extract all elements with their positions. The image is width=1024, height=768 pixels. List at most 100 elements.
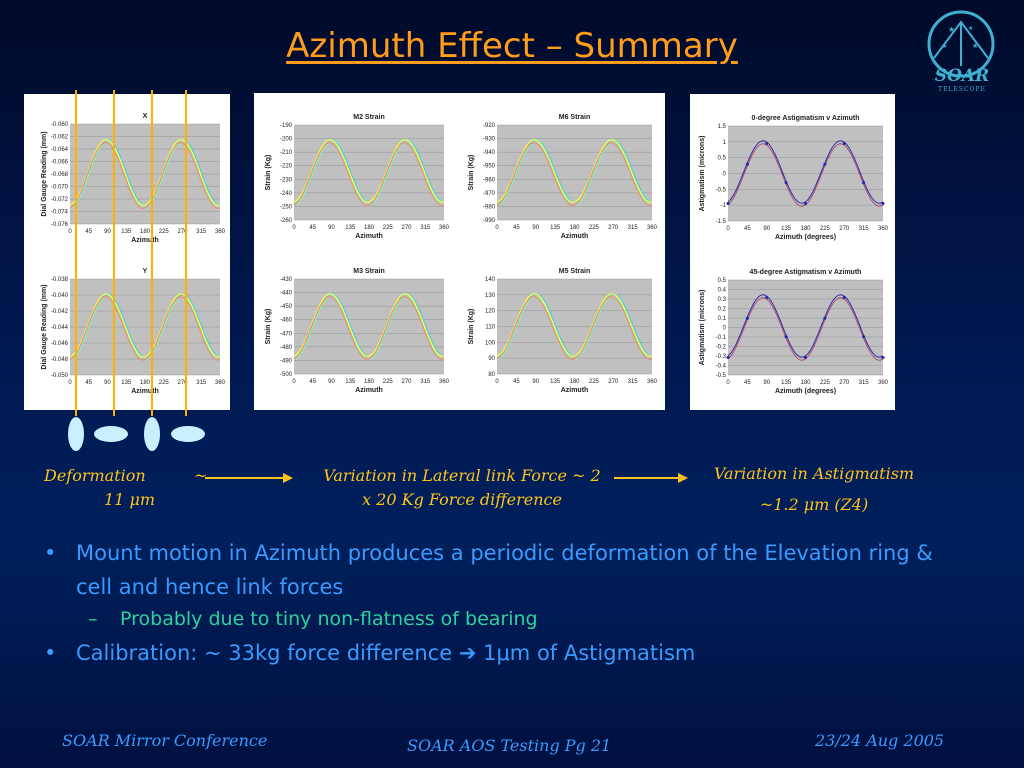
x-tick-label: 270 (839, 380, 850, 386)
y-tick-label: -260 (280, 218, 293, 224)
y-tick-label: -0.042 (51, 309, 69, 315)
slide-title: Azimuth Effect – Summary (286, 26, 738, 66)
data-point (862, 181, 866, 185)
y-tick-label: -230 (280, 177, 293, 183)
x-tick-label: 90 (763, 380, 770, 386)
y-tick-label: -0.072 (51, 197, 69, 203)
x-tick-label: 315 (859, 226, 870, 232)
y-tick-label: -440 (280, 291, 293, 297)
y-tick-label: -0.4 (716, 364, 727, 370)
y-tick-label: -0.066 (51, 160, 69, 166)
y-tick-label: -200 (280, 137, 293, 143)
x-tick-label: 45 (309, 379, 316, 385)
x-tick-label: 0 (68, 229, 72, 235)
data-point (745, 162, 749, 166)
svg-text:★: ★ (948, 25, 955, 34)
x-tick-label: 180 (364, 379, 375, 385)
plot-area (294, 125, 444, 220)
y-tick-label: -240 (280, 191, 293, 197)
data-series-line (496, 293, 652, 357)
y-tick-label: -1 (721, 203, 727, 209)
y-tick-label: -0.070 (51, 185, 69, 191)
data-point (784, 181, 788, 185)
data-series-line (69, 296, 221, 361)
data-point (842, 296, 846, 300)
data-series-line (293, 142, 445, 206)
x-tick-label: 45 (309, 225, 316, 231)
y-tick-label: 0.3 (718, 297, 727, 303)
svg-text:★: ★ (972, 42, 978, 50)
x-tick-label: 90 (328, 225, 335, 231)
x-tick-label: 225 (383, 225, 394, 231)
plot-title: 45-degree Astigmatism v Azimuth (750, 269, 862, 276)
arrow-right-icon (205, 473, 293, 483)
y-tick-label: -500 (280, 372, 293, 378)
x-tick-label: 0 (726, 380, 730, 386)
footer-right: 23/24 Aug 2005 (815, 731, 945, 750)
y-tick-label: 0.2 (718, 307, 727, 313)
y-tick-label: -950 (483, 164, 496, 170)
y-tick-label: 120 (485, 309, 496, 315)
x-tick-label: 90 (104, 380, 111, 386)
data-series-line (293, 296, 445, 360)
y-tick-label: 80 (488, 372, 495, 378)
y-tick-label: -0.2 (716, 345, 727, 351)
x-axis-label: Azimuth (355, 387, 383, 394)
dial-gauge-panel: X -0.060 -0.062 -0.064 -0.066 -0.068 -0.070 -0.… (24, 94, 230, 410)
x-tick-label: 225 (589, 379, 600, 385)
plot-title: Y (143, 268, 148, 275)
x-tick-label: 360 (439, 379, 450, 385)
y-tick-label: 0.5 (718, 156, 727, 162)
plot-area (294, 279, 444, 374)
y-tick-label: -450 (280, 304, 293, 310)
x-axis-label: Azimuth (561, 233, 589, 240)
y-tick-label: 0 (723, 326, 727, 332)
x-tick-label: 315 (196, 229, 207, 235)
dash-icon: – (88, 608, 98, 630)
x-tick-label: 45 (85, 229, 92, 235)
horizontal-ellipse-icon (171, 426, 205, 442)
y-tick-label: -0.5 (716, 187, 727, 193)
y-tick-label: -190 (280, 123, 293, 129)
data-point (881, 201, 885, 205)
y-tick-label: -210 (280, 150, 293, 156)
y-axis-label: Dial Gauge Reading (mm) (41, 284, 48, 369)
data-point (765, 142, 769, 146)
vertical-ellipse-icon (144, 417, 160, 451)
x-tick-label: 135 (550, 379, 561, 385)
data-series-line (69, 293, 220, 358)
y-axis-label: Strain (Kg) (468, 309, 475, 345)
y-tick-label: -250 (280, 204, 293, 210)
y-tick-label: -920 (483, 123, 496, 129)
y-axis-label: Astigmatism (microns) (699, 290, 706, 366)
caption-astig-2: ~1.2 μm (Z4) (759, 495, 869, 514)
arrow-right-icon (614, 473, 688, 483)
x-axis-label: Azimuth (561, 387, 589, 394)
y-tick-label: -470 (280, 331, 293, 337)
astigmatism-panel: 0-degree Astigmatism v Azimuth 1.5 1 0.5 0 -0… (690, 94, 895, 410)
data-point (881, 355, 885, 359)
footer-center: SOAR AOS Testing Pg 21 (407, 736, 612, 755)
y-tick-label: 90 (488, 356, 495, 362)
x-tick-label: 0 (495, 225, 499, 231)
data-point (745, 316, 749, 320)
y-axis-label: Strain (Kg) (265, 309, 272, 345)
x-tick-label: 270 (401, 379, 412, 385)
data-series-line (496, 142, 653, 206)
x-tick-label: 0 (726, 226, 730, 232)
plot-title: M3 Strain (353, 268, 385, 275)
x-tick-label: 45 (744, 226, 751, 232)
data-series-line (727, 140, 884, 204)
y-tick-label: -430 (280, 277, 293, 283)
y-tick-label: -0.050 (51, 373, 69, 379)
svg-text:★: ★ (968, 25, 973, 32)
phase-markers (68, 90, 205, 451)
x-tick-label: 225 (159, 229, 170, 235)
svg-text:★: ★ (942, 43, 947, 50)
x-tick-label: 135 (550, 225, 561, 231)
data-point (804, 201, 807, 205)
x-tick-label: 360 (215, 380, 226, 386)
data-point (765, 296, 769, 300)
x-tick-label: 135 (781, 226, 792, 232)
data-series-line (496, 139, 652, 203)
